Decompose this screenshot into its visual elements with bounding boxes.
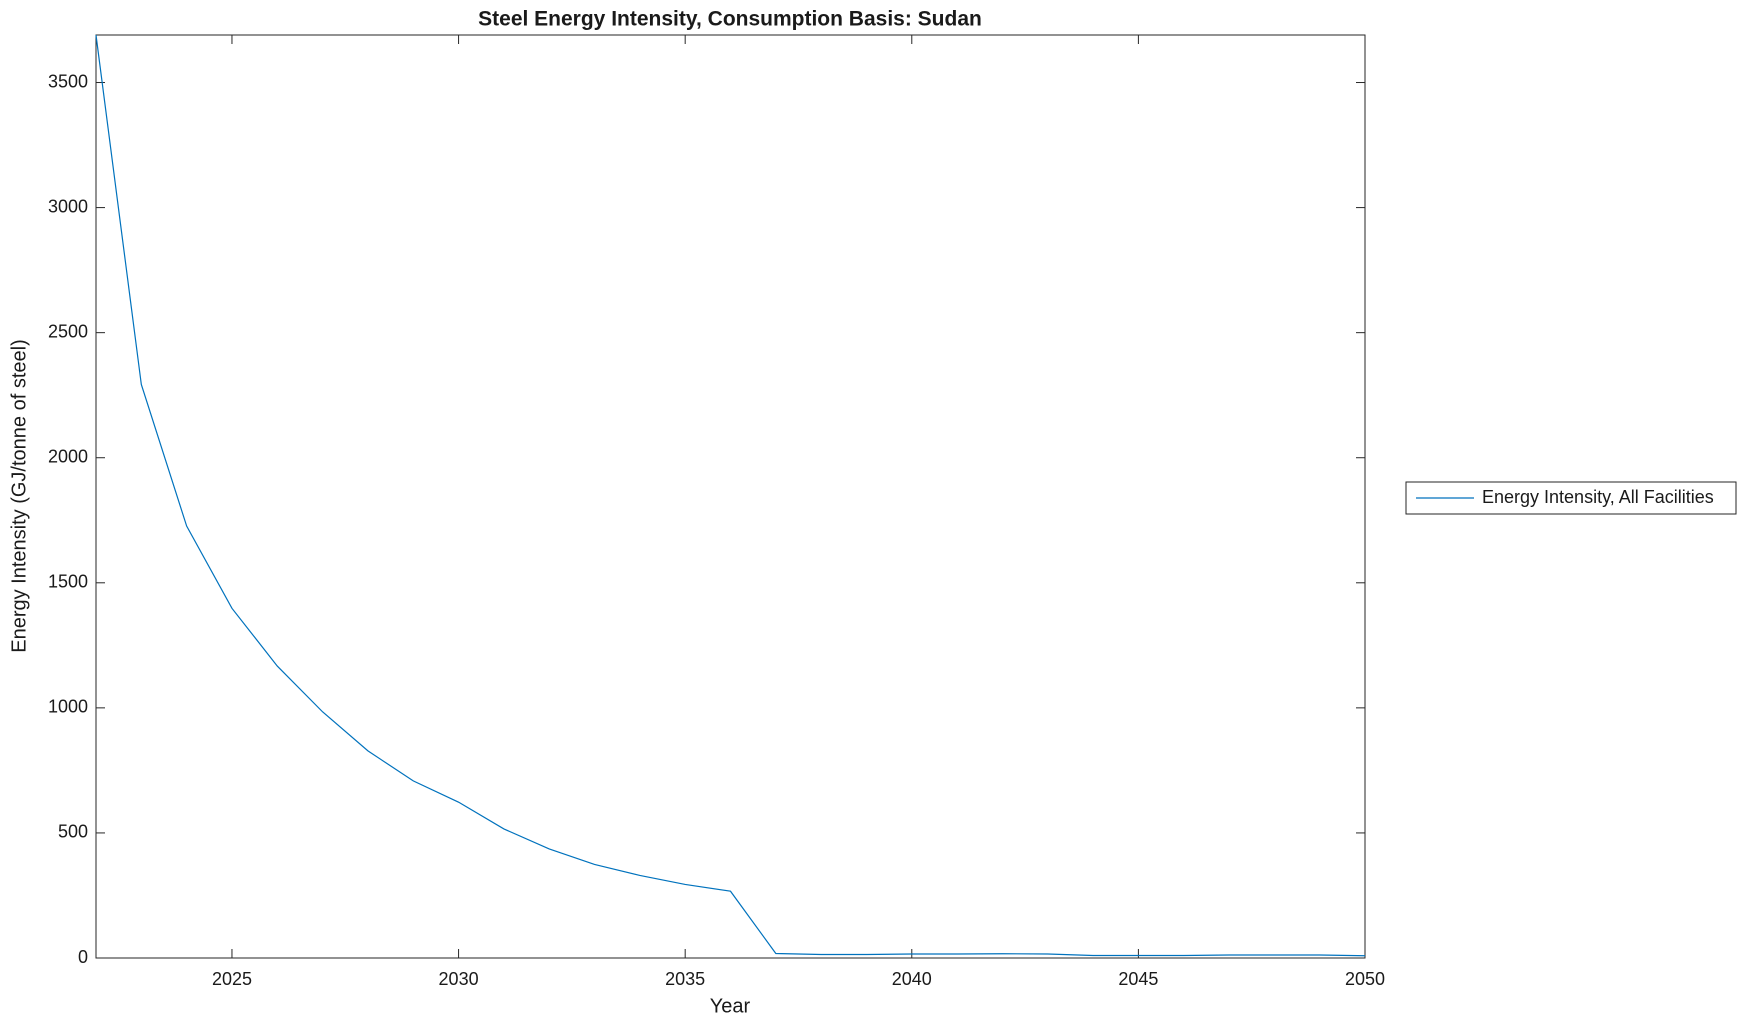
y-tick-label: 2500: [48, 321, 88, 341]
y-axis-label: Energy Intensity (GJ/tonne of steel): [8, 339, 30, 653]
y-tick-label: 3000: [48, 196, 88, 216]
x-tick-label: 2035: [665, 969, 705, 989]
data-line: [95, 34, 1366, 957]
x-tick-label: 2030: [439, 969, 479, 989]
x-tick-label: 2025: [212, 969, 252, 989]
x-tick-label: 2050: [1345, 969, 1385, 989]
y-tick-label: 500: [58, 822, 88, 842]
y-tick-label: 1000: [48, 697, 88, 717]
x-tick-label: 2045: [1118, 969, 1158, 989]
chart-title: Steel Energy Intensity, Consumption Basi…: [478, 8, 982, 31]
y-tick-label: 1500: [48, 572, 88, 592]
x-tick-label: 2040: [892, 969, 932, 989]
legend-label: Energy Intensity, All Facilities: [1482, 487, 1714, 507]
plot-frame: [95, 34, 1366, 959]
x-axis-label: Year: [710, 995, 751, 1017]
y-tick-label: 2000: [48, 446, 88, 466]
y-tick-label: 3500: [48, 71, 88, 91]
y-tick-label: 0: [78, 947, 88, 967]
